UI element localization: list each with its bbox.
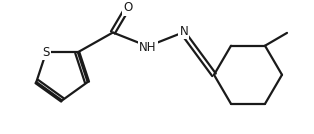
Text: S: S	[42, 46, 50, 59]
Text: N: N	[180, 25, 188, 38]
Text: O: O	[123, 1, 133, 14]
Text: NH: NH	[139, 41, 157, 54]
